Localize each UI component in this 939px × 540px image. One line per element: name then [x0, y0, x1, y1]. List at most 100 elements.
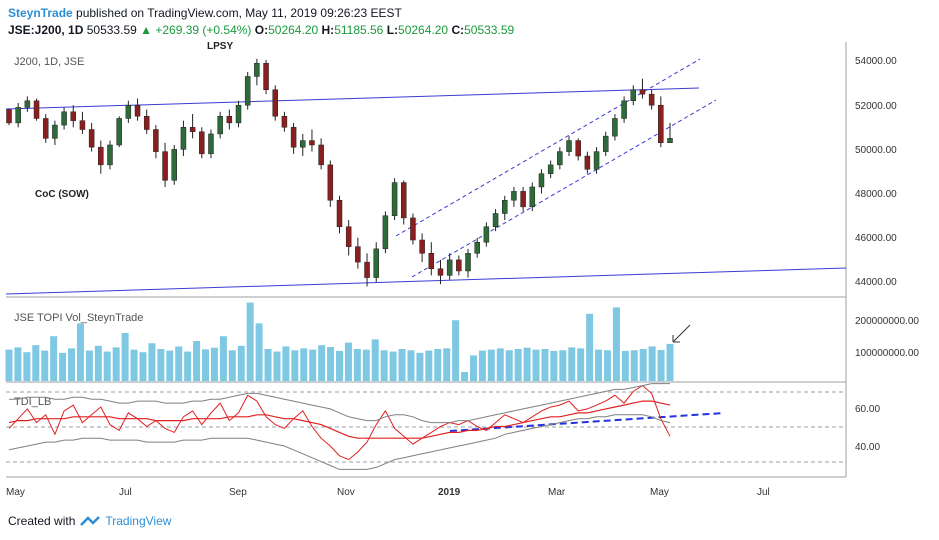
volume-bar — [50, 336, 58, 381]
time-label-may-2019: May — [650, 487, 669, 498]
candle-down — [134, 104, 141, 117]
tdi-trendline[interactable] — [449, 412, 725, 432]
channel-lower-line[interactable] — [411, 99, 717, 278]
candle-down — [263, 62, 269, 90]
candle-up — [492, 213, 499, 228]
candle-up — [446, 259, 453, 276]
volume-bar — [389, 351, 397, 381]
volume-bar — [648, 346, 656, 381]
candle-down — [437, 268, 444, 276]
volume-bar — [32, 345, 40, 381]
arrow-shaft[interactable] — [672, 324, 691, 343]
candle-down — [410, 217, 416, 241]
candle-up — [557, 151, 563, 166]
price-tick-54000: 54000.00 — [855, 56, 897, 67]
volume-bar — [398, 349, 406, 381]
candle-down — [98, 146, 104, 166]
candle-up — [373, 248, 379, 278]
volume-bar — [452, 320, 460, 381]
publish-text: published on TradingView.com, May 11, 20… — [72, 6, 402, 20]
volume-bar — [603, 350, 611, 381]
author-link[interactable]: SteynTrade — [8, 6, 73, 20]
footer: Created with TradingView — [8, 514, 171, 528]
time-label-mar: Mar — [548, 487, 566, 498]
volume-bar — [425, 350, 433, 381]
volume-bar — [202, 349, 210, 381]
volume-bar — [228, 350, 236, 381]
candle-up — [217, 116, 223, 135]
channel-upper-line[interactable] — [395, 58, 701, 237]
time-label-jul-2019: Jul — [757, 487, 770, 498]
publish-info: SteynTrade published on TradingView.com,… — [8, 6, 402, 20]
candle-up — [602, 135, 609, 152]
candle-up — [502, 199, 508, 214]
volume-bar — [94, 345, 102, 381]
candle-down — [272, 89, 278, 117]
candle-down — [345, 226, 352, 247]
volume-bar — [300, 348, 308, 381]
tradingview-logo-icon — [80, 516, 101, 526]
tdi-tick-40: 40.00 — [855, 442, 880, 453]
candle-up — [667, 138, 673, 144]
candle-down — [364, 261, 370, 278]
candle-down — [648, 93, 655, 106]
tdi-lower-band — [8, 414, 671, 470]
volume-bar — [416, 352, 424, 381]
low-value: 50264.20 — [398, 23, 449, 37]
candle-down — [428, 253, 435, 269]
candle-up — [254, 62, 260, 77]
candle-up — [621, 100, 627, 119]
price-tick-52000: 52000.00 — [855, 101, 897, 112]
candle-up — [593, 151, 600, 170]
close-value: 50533.59 — [464, 23, 515, 37]
candle-up — [300, 140, 306, 148]
volume-bar — [568, 347, 576, 381]
volume-bar — [23, 352, 31, 381]
candle-up — [538, 173, 545, 188]
volume-bar — [630, 350, 638, 381]
volume-bar — [282, 346, 290, 381]
tradingview-link[interactable]: TradingView — [105, 514, 172, 528]
candle-down — [401, 182, 407, 219]
support-trendline[interactable] — [5, 267, 847, 295]
volume-bar — [246, 302, 254, 381]
open-value: 50264.20 — [268, 23, 319, 37]
candle-up — [465, 253, 471, 272]
volume-bar — [577, 348, 585, 381]
candle-up — [171, 149, 177, 181]
candle-down — [199, 131, 205, 155]
chart-area[interactable]: J200, 1D, JSE JSE TOPI Vol_SteynTrade TD… — [0, 40, 939, 505]
candle-up — [511, 191, 517, 201]
volume-bar — [666, 343, 674, 381]
volume-bar — [380, 350, 388, 381]
time-label-2019: 2019 — [438, 487, 461, 498]
volume-bar — [639, 349, 647, 381]
volume-tick-100m: 100000000.00 — [855, 348, 919, 359]
resistance-trendline[interactable] — [5, 87, 700, 110]
volume-bar — [14, 347, 22, 381]
open-label: O: — [254, 23, 269, 37]
volume-bar — [443, 348, 451, 381]
volume-pane-title: JSE TOPI Vol_SteynTrade — [14, 312, 143, 324]
candle-down — [226, 116, 233, 124]
candle-down — [153, 129, 159, 152]
volume-bar — [407, 350, 415, 381]
candle-down — [6, 109, 12, 124]
candle-up — [630, 89, 637, 102]
candle-up — [529, 186, 536, 208]
candle-down — [42, 118, 49, 139]
symbol-label: JSE:J200, 1D — [8, 23, 84, 37]
time-label-may: May — [6, 487, 25, 498]
volume-bar — [184, 351, 192, 381]
volume-bar — [121, 333, 129, 381]
main-pane-title: J200, 1D, JSE — [14, 56, 84, 68]
volume-bar — [175, 346, 183, 381]
tdi-pane-title: TDI_LB — [14, 396, 51, 408]
time-label-nov: Nov — [337, 487, 355, 498]
volume-bar — [657, 349, 665, 381]
time-label-jul: Jul — [119, 487, 132, 498]
volume-bar — [157, 349, 165, 381]
volume-bar — [550, 350, 558, 381]
volume-bar — [291, 350, 299, 381]
candle-down — [143, 116, 150, 130]
